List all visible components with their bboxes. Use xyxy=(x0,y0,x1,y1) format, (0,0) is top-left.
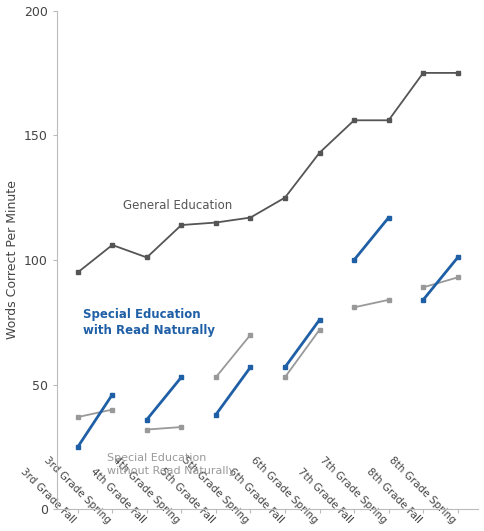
Text: Special Education
with Read Naturally: Special Education with Read Naturally xyxy=(83,308,215,337)
Text: Special Education
without Read Naturally: Special Education without Read Naturally xyxy=(107,453,235,476)
Y-axis label: Words Correct Per Minute: Words Correct Per Minute xyxy=(5,181,18,339)
Text: General Education: General Education xyxy=(122,199,232,211)
